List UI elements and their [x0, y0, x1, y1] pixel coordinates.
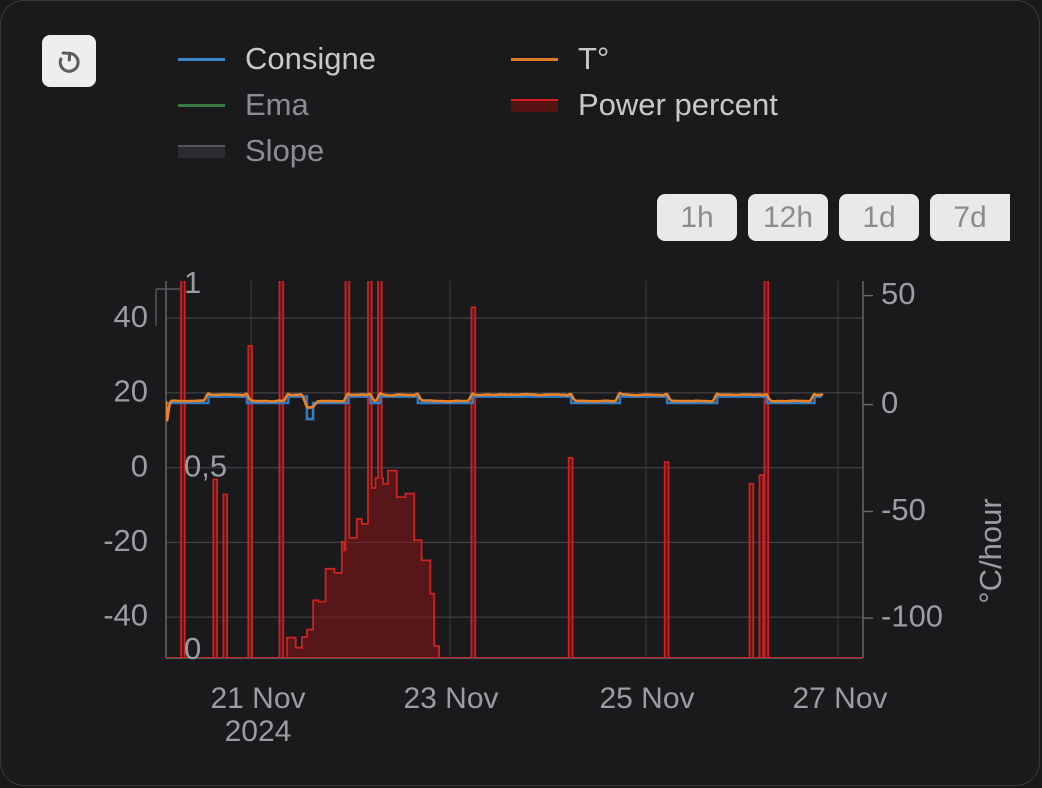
svg-text:50: 50 — [881, 276, 915, 311]
svg-text:-20: -20 — [103, 523, 148, 558]
svg-text:-50: -50 — [881, 492, 926, 527]
svg-text:27 Nov: 27 Nov — [792, 682, 887, 715]
svg-text:-40: -40 — [103, 598, 148, 633]
svg-text:21 Nov: 21 Nov — [210, 682, 305, 715]
svg-text:0: 0 — [184, 631, 201, 666]
svg-text:25 Nov: 25 Nov — [599, 682, 694, 715]
svg-text:-100: -100 — [881, 599, 943, 634]
svg-text:1: 1 — [184, 265, 201, 300]
svg-text:0,5: 0,5 — [184, 449, 227, 484]
svg-text:20: 20 — [114, 374, 148, 409]
svg-text:°C/hour: °C/hour — [973, 498, 1008, 603]
svg-text:40: 40 — [114, 299, 148, 334]
svg-text:0: 0 — [881, 385, 898, 420]
svg-text:23 Nov: 23 Nov — [403, 682, 498, 715]
svg-text:0: 0 — [131, 449, 148, 484]
svg-text:2024: 2024 — [225, 715, 292, 748]
